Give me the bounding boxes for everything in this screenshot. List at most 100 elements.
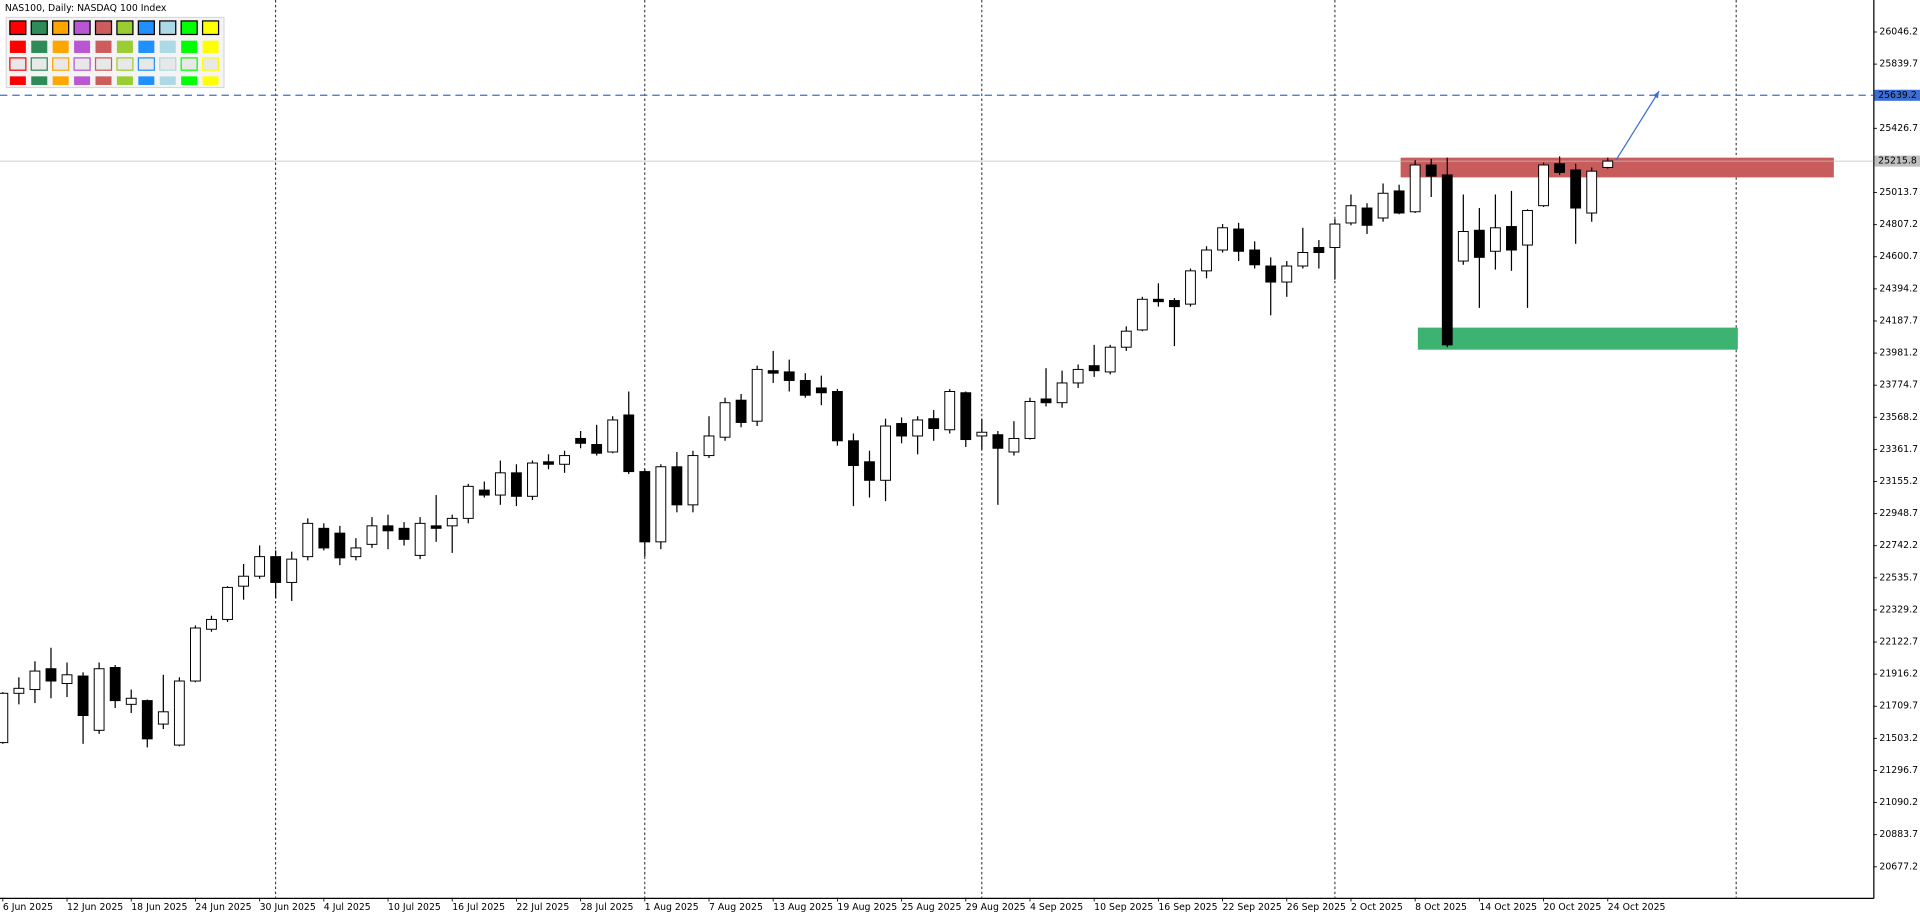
candle-body [29,670,41,691]
palette-swatch [94,20,113,36]
candle-body [206,618,217,630]
palette-swatch [201,20,220,36]
candle-body [222,586,233,620]
candle-body [173,680,185,746]
candle-body [414,522,426,556]
candle-body [575,437,587,444]
palette-swatch [73,57,91,71]
y-tick-label: 22948.7 [1879,508,1918,519]
candle-body [1441,174,1453,346]
palette-swatch [116,20,134,36]
candle-body [1329,223,1341,249]
palette-swatch [73,20,91,36]
candle-body [799,379,811,396]
candle-body [109,666,121,702]
x-tick-label: 30 Jun 2025 [260,902,316,913]
x-tick-label: 1 Aug 2025 [645,902,699,913]
y-tick-label: 22535.7 [1879,572,1918,583]
palette-swatch [9,57,27,71]
candle-body [1024,400,1036,439]
candle-body [1506,226,1517,251]
y-tick-label: 22742.2 [1879,540,1918,551]
candle-body [446,517,458,527]
candle-body [1409,164,1421,213]
candle-body [831,391,843,442]
candle-body [125,697,137,705]
candle-body [141,700,153,740]
palette-swatch [180,20,198,36]
candle-body [719,402,731,438]
x-tick-label: 18 Jun 2025 [131,902,187,913]
candle-body [751,368,763,422]
candle-body [1522,210,1533,246]
price-label: 25215.8 [1878,156,1917,167]
candle-body [1185,270,1196,305]
candle-body [1008,437,1020,453]
x-tick-label: 4 Sep 2025 [1030,902,1083,913]
zone [1400,157,1834,178]
palette-swatch [202,40,219,53]
palette-swatch [31,76,48,85]
candle-body [478,489,490,496]
y-tick-label: 23155.2 [1879,476,1918,487]
candle-body [430,525,442,529]
y-tick-label: 23774.7 [1879,380,1918,391]
y-tick-label: 25839.7 [1879,59,1918,70]
candle-body [1152,298,1164,303]
candle-body [1602,160,1614,168]
candle-body [350,547,362,558]
palette-swatch [159,57,177,71]
arrow-head [1653,91,1660,99]
palette-swatch [74,40,91,53]
y-tick-label: 23568.2 [1879,412,1918,423]
x-tick-label: 22 Jul 2025 [516,902,569,913]
candle-body [1136,298,1148,331]
x-tick-label: 25 Aug 2025 [902,902,962,913]
candle-body [1538,164,1549,207]
palette-swatch [138,76,155,85]
candle-body [254,556,266,577]
x-tick-label: 22 Sep 2025 [1223,902,1282,913]
palette-swatch [52,40,69,53]
y-tick-label: 24394.2 [1879,283,1918,294]
candle-body [61,674,73,684]
x-tick-label: 16 Jul 2025 [452,902,505,913]
candle-body [238,575,249,587]
x-tick-label: 29 Aug 2025 [966,902,1026,913]
x-tick-label: 14 Oct 2025 [1479,902,1537,913]
candle-body [687,455,699,506]
candle-body [767,370,779,374]
x-tick-label: 8 Oct 2025 [1415,902,1467,913]
x-tick-label: 13 Aug 2025 [773,902,833,913]
x-tick-label: 10 Sep 2025 [1094,902,1153,913]
candle-body [77,675,89,717]
x-tick-label: 24 Oct 2025 [1608,902,1666,913]
candle-body [1377,192,1389,219]
x-tick-label: 16 Sep 2025 [1158,902,1217,913]
candle-body [334,532,346,559]
y-tick-label: 25013.7 [1879,187,1918,198]
y-tick-label: 21296.7 [1879,765,1918,776]
candle-body [1056,382,1068,404]
palette-swatch [30,57,48,71]
candle-body [783,371,795,381]
candle-body [864,461,875,481]
y-tick-label: 22329.2 [1879,604,1918,615]
x-tick-label: 19 Aug 2025 [837,902,897,913]
y-tick-label: 21916.2 [1879,669,1918,680]
candle-body [623,414,635,473]
x-tick-label: 10 Jul 2025 [388,902,441,913]
candle-body [1120,330,1132,348]
candle-body [366,525,378,545]
palette-swatch [181,40,198,53]
candle-body [1233,228,1245,252]
candle-body [1104,346,1116,373]
palette-swatch [9,40,26,53]
chart-title: NAS100, Daily: NASDAQ 100 Index [5,3,167,14]
y-tick-label: 24187.7 [1879,315,1918,326]
candle-body [1313,247,1325,253]
candle-body [1473,229,1485,258]
